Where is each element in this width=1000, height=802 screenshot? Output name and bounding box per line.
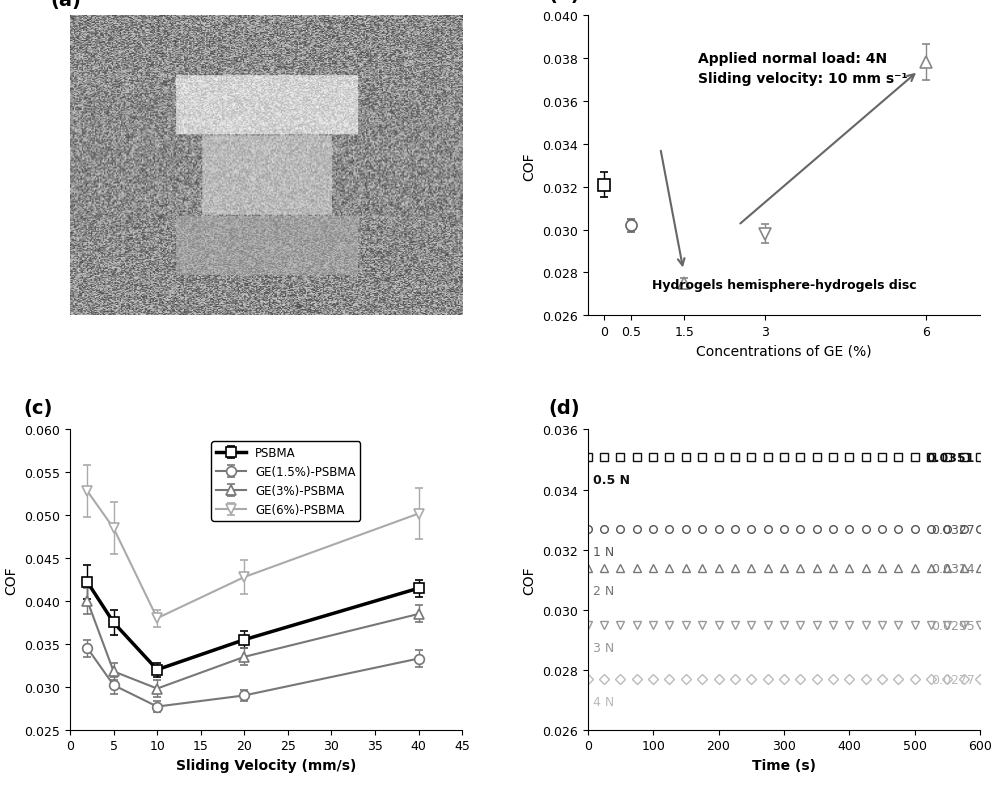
- Text: 0.0351: 0.0351: [926, 451, 975, 464]
- Text: (b): (b): [549, 0, 580, 4]
- Text: 0.0277: 0.0277: [931, 673, 975, 686]
- Text: 0.0327: 0.0327: [931, 523, 975, 536]
- X-axis label: Concentrations of GE (%): Concentrations of GE (%): [696, 344, 872, 358]
- Text: Applied normal load: 4N
Sliding velocity: 10 mm s⁻¹: Applied normal load: 4N Sliding velocity…: [698, 52, 907, 86]
- Text: (c): (c): [23, 399, 52, 418]
- Y-axis label: COF: COF: [523, 152, 537, 180]
- Y-axis label: COF: COF: [5, 565, 19, 594]
- Text: 1 N: 1 N: [593, 545, 614, 558]
- X-axis label: Time (s): Time (s): [752, 758, 816, 772]
- Text: 0.5 N: 0.5 N: [593, 473, 630, 486]
- Legend: PSBMA, GE(1.5%)-PSBMA, GE(3%)-PSBMA, GE(6%)-PSBMA: PSBMA, GE(1.5%)-PSBMA, GE(3%)-PSBMA, GE(…: [211, 442, 360, 520]
- Y-axis label: COF: COF: [523, 565, 537, 594]
- Text: (d): (d): [549, 399, 580, 418]
- Text: 0.0295: 0.0295: [931, 619, 975, 632]
- Text: 0.0314: 0.0314: [931, 562, 975, 575]
- Text: Hydrogels hemisphere-hydrogels disc: Hydrogels hemisphere-hydrogels disc: [652, 279, 916, 292]
- X-axis label: Sliding Velocity (mm/s): Sliding Velocity (mm/s): [176, 758, 356, 772]
- Text: (a): (a): [50, 0, 81, 10]
- Text: 3 N: 3 N: [593, 641, 614, 654]
- Text: 2 N: 2 N: [593, 584, 614, 597]
- Text: 4 N: 4 N: [593, 695, 614, 708]
